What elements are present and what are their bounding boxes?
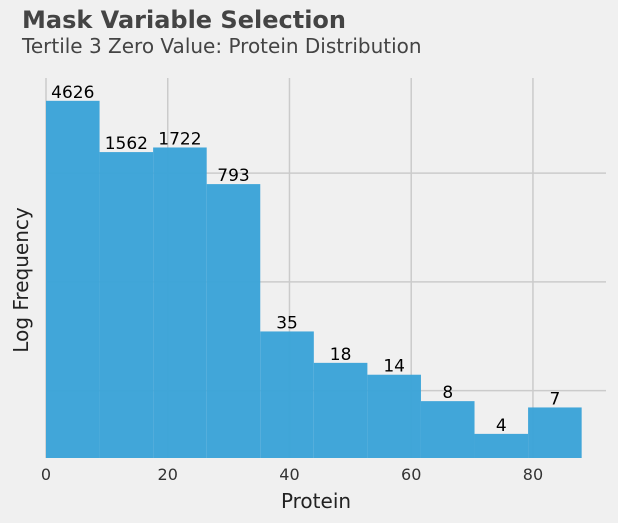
histogram-bar [474,433,529,458]
bar-value-label: 18 [330,345,352,365]
x-tick-label: 80 [523,465,543,484]
bar-value-label: 8 [442,383,453,403]
bar-value-label: 4626 [51,83,94,103]
histogram-bar [420,401,475,458]
histogram-bar [46,100,100,458]
histogram-bar [260,331,314,458]
x-axis-label: Protein [281,489,351,513]
bar-value-label: 1562 [105,134,148,154]
histogram-bar [367,374,421,458]
bar-value-label: 1722 [158,129,201,149]
histogram-bar [528,407,582,458]
x-tick-label: 40 [279,465,299,484]
bar-value-label: 7 [549,389,560,409]
bar-value-label: 14 [383,357,405,377]
histogram-bar [153,147,207,459]
bar-value-label: 793 [217,166,249,186]
histogram-bar [313,362,368,458]
chart-subtitle: Tertile 3 Zero Value: Protein Distributi… [22,34,422,58]
x-tick-label: 60 [401,465,421,484]
y-axis-label: Log Frequency [9,207,33,353]
histogram-bar [206,184,261,458]
chart-title: Mask Variable Selection [22,6,346,34]
bar-value-label: 35 [276,313,298,333]
bar-value-label: 4 [496,416,507,436]
x-tick-label: 20 [158,465,178,484]
histogram-bar [99,152,154,458]
x-tick-label: 0 [41,465,51,484]
